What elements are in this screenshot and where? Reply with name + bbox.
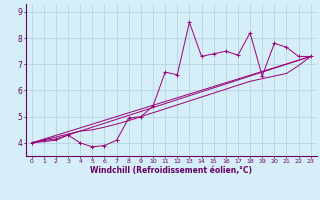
X-axis label: Windchill (Refroidissement éolien,°C): Windchill (Refroidissement éolien,°C) <box>90 166 252 175</box>
